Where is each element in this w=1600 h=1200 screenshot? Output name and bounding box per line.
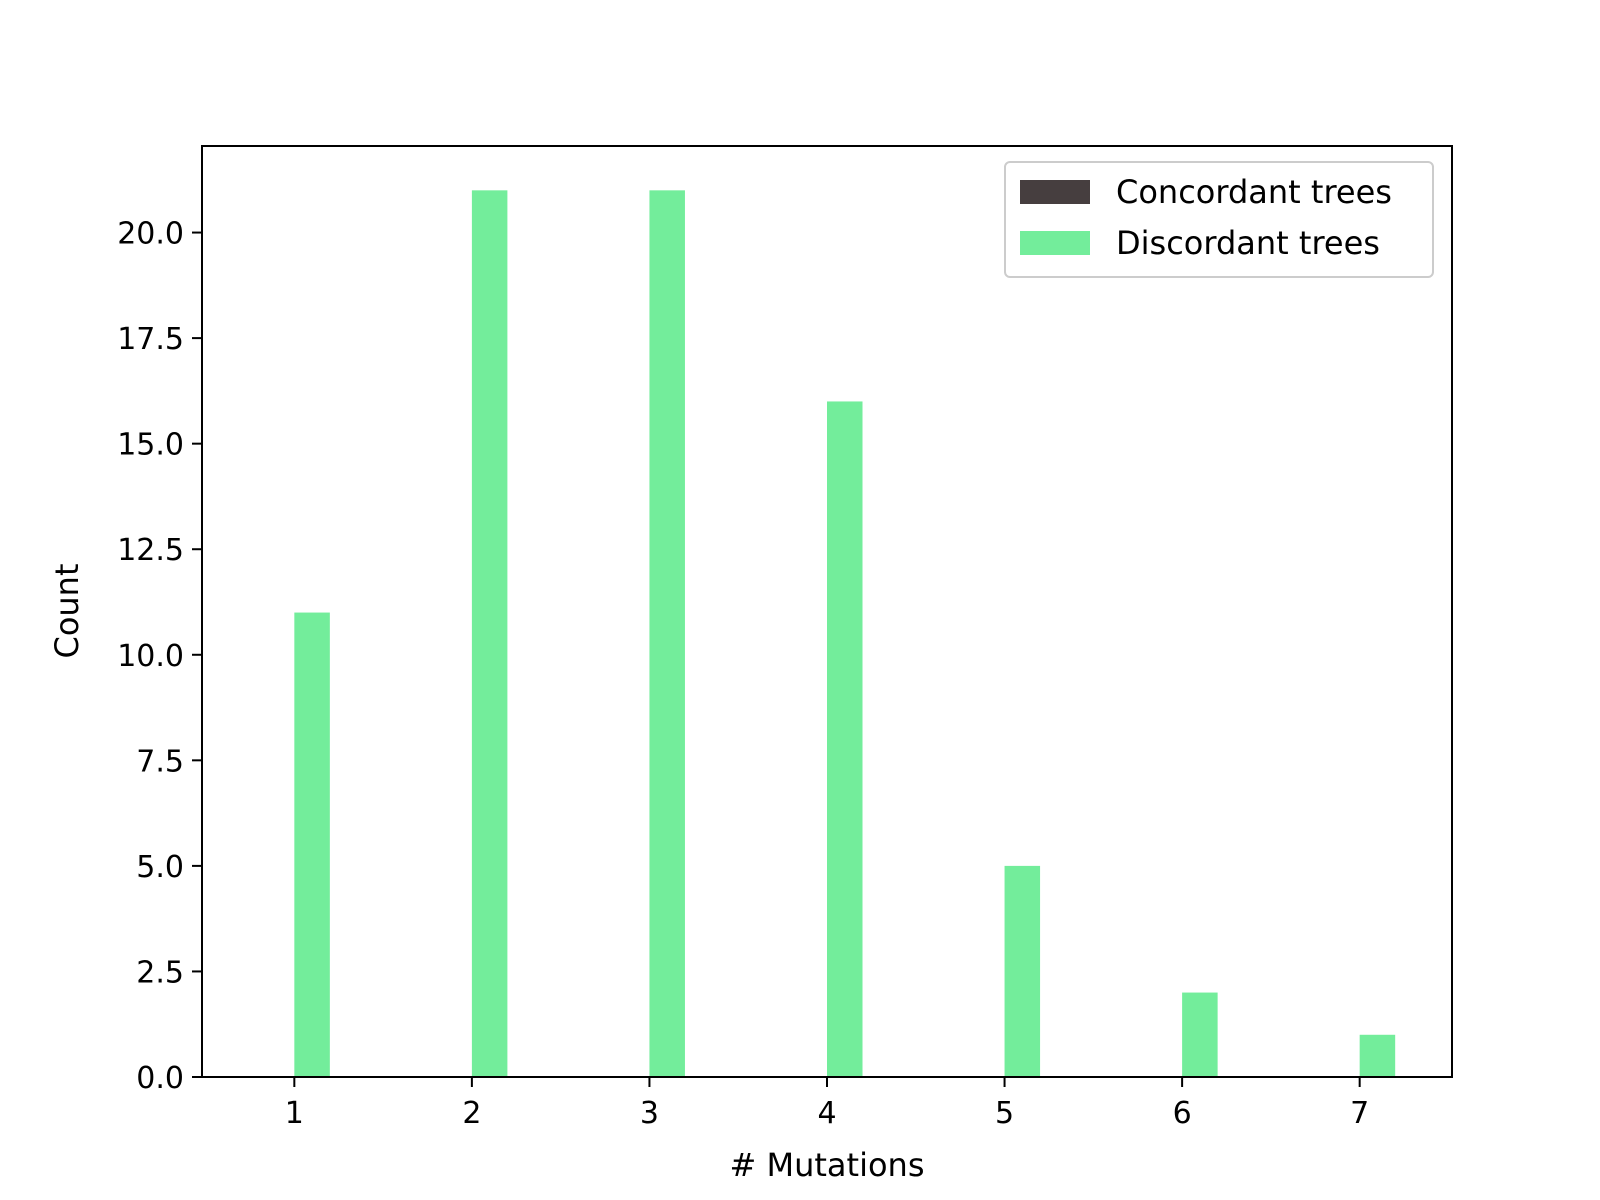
bar-discordant-trees-4	[827, 401, 863, 1077]
y-tick-label: 10.0	[117, 639, 184, 674]
y-axis-label: Count	[48, 563, 86, 658]
legend-swatch-concordant-trees	[1020, 180, 1090, 204]
y-tick-label: 17.5	[117, 322, 184, 357]
legend-label-concordant-trees: Concordant trees	[1116, 173, 1392, 211]
y-axis-ticks: 0.0 2.5 5.0 7.5 10.0 12.5 15.0 17.5 20.0	[117, 217, 202, 1096]
bar-discordant-trees-7	[1359, 1034, 1396, 1077]
y-tick-label: 7.5	[136, 744, 184, 779]
x-axis-ticks: 1 2 3 4 5 6 7	[285, 1077, 1369, 1131]
legend-swatch-discordant-trees	[1020, 231, 1090, 255]
x-tick-label: 7	[1350, 1096, 1369, 1131]
y-tick-label: 12.5	[117, 533, 184, 568]
x-tick-label: 6	[1173, 1096, 1192, 1131]
y-tick-label: 2.5	[136, 955, 184, 990]
bar-discordant-trees-6	[1182, 992, 1218, 1077]
y-tick-label: 15.0	[117, 428, 184, 463]
x-tick-label: 4	[817, 1096, 836, 1131]
legend-label-discordant-trees: Discordant trees	[1116, 224, 1380, 262]
legend-box	[1004, 161, 1434, 278]
x-tick-label: 1	[285, 1096, 304, 1131]
bar-discordant-trees-3	[649, 190, 685, 1078]
bars	[294, 190, 1396, 1078]
x-tick-label: 2	[462, 1096, 481, 1131]
y-tick-label: 20.0	[117, 217, 184, 252]
legend: Concordant trees Discordant trees	[1004, 161, 1434, 278]
bar-discordant-trees-1	[294, 612, 330, 1077]
x-tick-label: 3	[640, 1096, 659, 1131]
bar-discordant-trees-5	[1004, 865, 1041, 1077]
x-tick-label: 5	[995, 1096, 1014, 1131]
bar-discordant-trees-2	[471, 190, 508, 1078]
x-axis-label: # Mutations	[730, 1146, 925, 1184]
y-tick-label: 5.0	[136, 850, 184, 885]
y-tick-label: 0.0	[136, 1061, 184, 1096]
